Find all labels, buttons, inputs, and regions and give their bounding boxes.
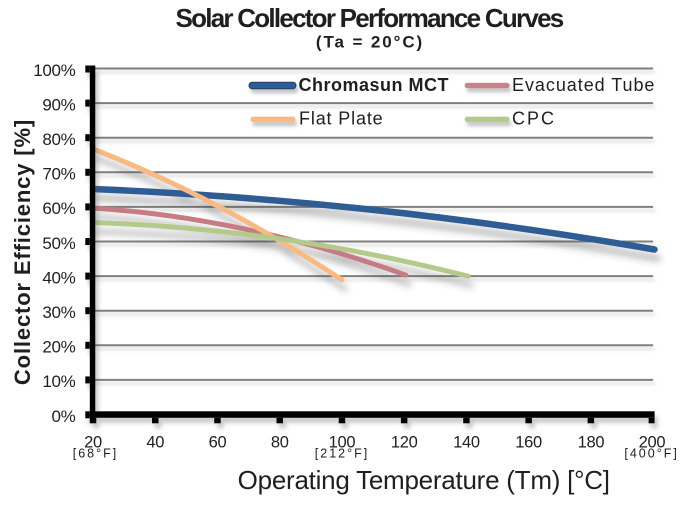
svg-text:200: 200	[639, 434, 666, 452]
svg-text:70%: 70%	[42, 165, 75, 184]
svg-text:[400°F]: [400°F]	[624, 447, 678, 461]
svg-text:[68°F]: [68°F]	[73, 447, 118, 461]
svg-text:0%: 0%	[52, 407, 76, 426]
svg-text:Chromasun MCT: Chromasun MCT	[299, 75, 450, 95]
svg-text:Evacuated Tube: Evacuated Tube	[512, 75, 655, 95]
svg-text:30%: 30%	[42, 303, 75, 322]
svg-text:180: 180	[578, 434, 605, 452]
svg-text:120: 120	[391, 434, 418, 452]
svg-text:160: 160	[515, 434, 542, 452]
svg-text:100%: 100%	[33, 61, 75, 80]
svg-text:90%: 90%	[42, 95, 75, 114]
svg-text:80: 80	[271, 434, 289, 452]
svg-text:40: 40	[146, 434, 164, 452]
svg-text:20%: 20%	[42, 338, 75, 357]
svg-text:Operating Temperature (Tm) [°C: Operating Temperature (Tm) [°C]	[238, 465, 610, 495]
svg-text:Collector Efficiency [%]: Collector Efficiency [%]	[10, 119, 35, 385]
svg-text:20: 20	[84, 434, 102, 452]
svg-text:140: 140	[453, 434, 480, 452]
svg-text:CPC: CPC	[512, 109, 556, 129]
svg-text:(Ta = 20°C): (Ta = 20°C)	[316, 32, 424, 51]
svg-text:100: 100	[329, 434, 356, 452]
svg-text:[212°F]: [212°F]	[315, 447, 369, 461]
svg-text:60%: 60%	[42, 199, 75, 218]
svg-text:Solar Collector Performance Cu: Solar Collector Performance Curves	[176, 3, 564, 33]
svg-text:Flat Plate: Flat Plate	[299, 109, 384, 129]
svg-text:10%: 10%	[42, 372, 75, 391]
svg-text:80%: 80%	[42, 130, 75, 149]
svg-text:50%: 50%	[42, 234, 75, 253]
svg-text:40%: 40%	[42, 268, 75, 287]
svg-text:60: 60	[209, 434, 227, 452]
